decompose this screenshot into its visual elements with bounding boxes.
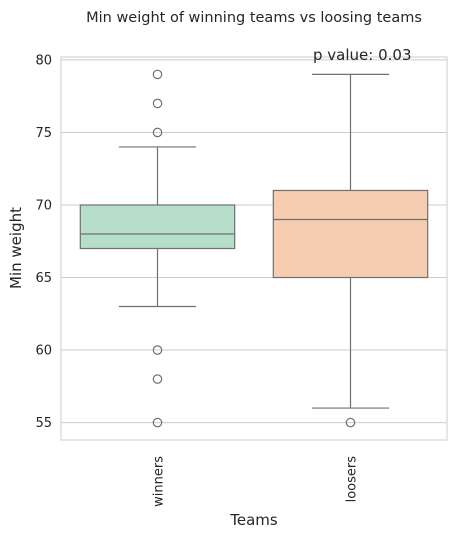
x-tick-label: winners xyxy=(152,456,167,507)
y-tick-label: 70 xyxy=(35,198,52,213)
outlier-point xyxy=(152,374,163,384)
boxes xyxy=(79,69,429,428)
outlier-point xyxy=(152,127,163,138)
p-value-annotation: p value: 0.03 xyxy=(313,46,411,64)
box-winners xyxy=(79,69,236,428)
iqr-box xyxy=(79,204,236,250)
y-tick-label: 65 xyxy=(35,271,52,286)
y-tick-label: 75 xyxy=(35,126,52,141)
y-tick-label: 55 xyxy=(35,416,52,431)
chart-title: Min weight of winning teams vs loosing t… xyxy=(86,10,422,26)
x-axis-label: Teams xyxy=(229,511,278,529)
y-tick-labels: 55 60 65 70 75 80 xyxy=(35,53,52,431)
y-tick-label: 60 xyxy=(35,344,52,359)
plot-frame xyxy=(60,56,448,441)
outlier-point xyxy=(152,417,163,428)
outlier-point xyxy=(152,345,163,355)
y-tick-label: 80 xyxy=(35,53,52,68)
outlier-point xyxy=(152,98,163,109)
iqr-box xyxy=(272,189,429,279)
outlier-point xyxy=(345,417,356,428)
box-loosers xyxy=(272,73,429,428)
x-tick-labels: winners loosers xyxy=(152,456,360,507)
y-axis-label: Min weight xyxy=(7,207,25,289)
outlier-point xyxy=(152,69,163,80)
x-tick-label: loosers xyxy=(345,456,360,503)
